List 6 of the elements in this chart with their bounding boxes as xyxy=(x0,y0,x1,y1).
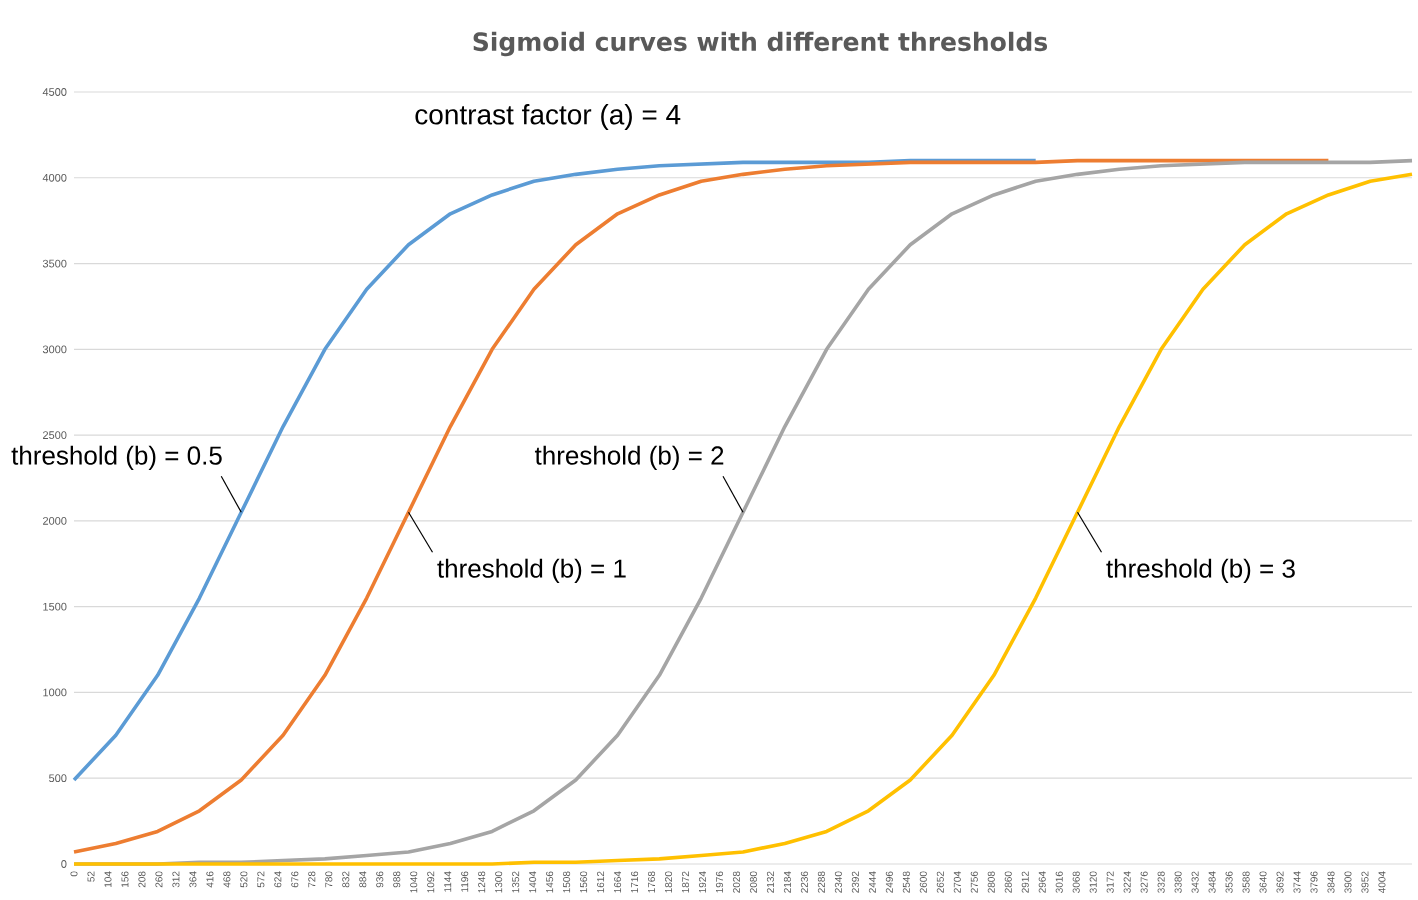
annotation: contrast factor (a) = 4 xyxy=(415,103,681,131)
annotation: threshold (b) = 2 xyxy=(534,445,724,470)
annotation: threshold (b) = 1 xyxy=(437,558,626,583)
annotation: threshold (b) = 3 xyxy=(1106,558,1295,583)
annotation: threshold (b) = 0.5 xyxy=(11,445,222,470)
chart-title: Sigmoid curves with different thresholds xyxy=(473,31,1048,57)
